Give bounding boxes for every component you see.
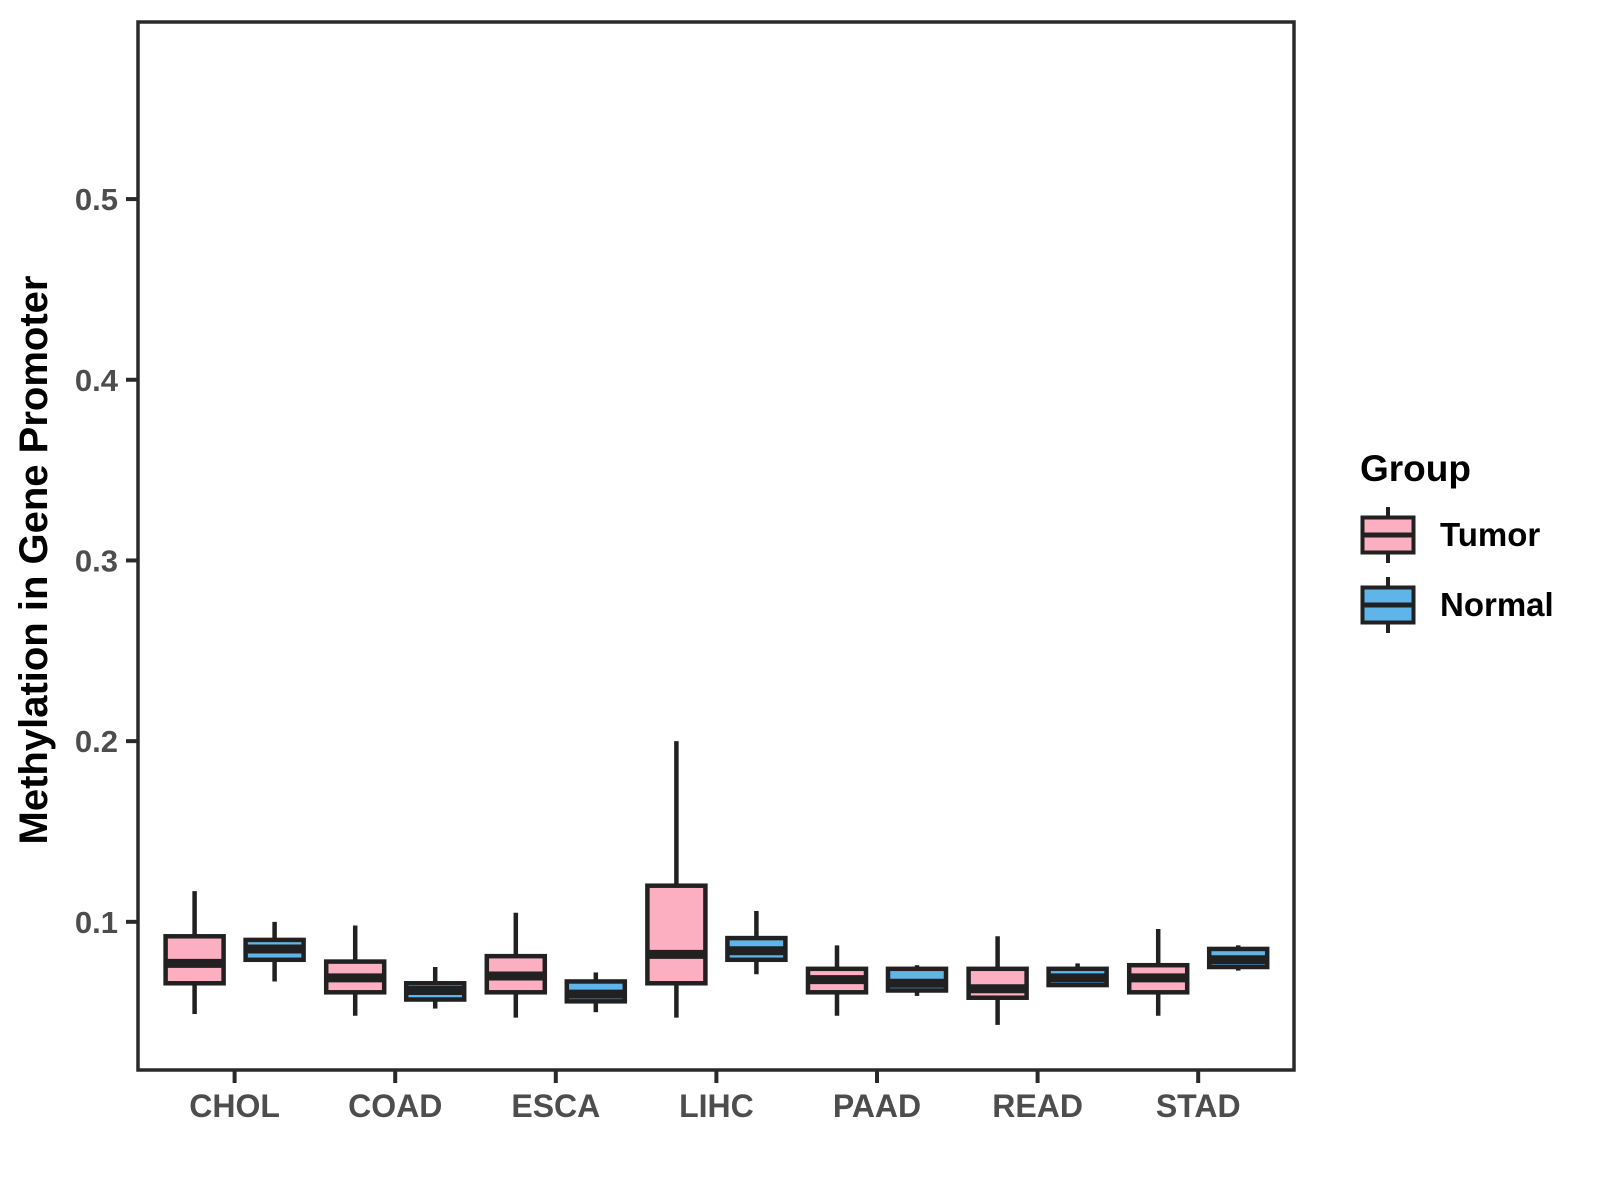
box-tumor-LIHC — [645, 741, 708, 1018]
legend: Group Tumor Normal — [1360, 448, 1554, 646]
box-tumor-STAD — [1126, 929, 1190, 1016]
legend-label-normal: Normal — [1440, 586, 1554, 623]
x-category-label: PAAD — [833, 1088, 921, 1124]
box-normal-CHOL — [243, 921, 306, 982]
y-tick-label: 0.3 — [75, 543, 118, 578]
iqr-box — [645, 883, 708, 986]
box-tumor-READ — [966, 936, 1029, 1025]
x-category-label: READ — [992, 1088, 1083, 1124]
x-category-label: COAD — [348, 1088, 442, 1124]
y-tick-label: 0.1 — [75, 905, 118, 940]
normal-boxplot-key-icon — [1360, 577, 1416, 633]
box-tumor-ESCA — [484, 912, 548, 1018]
legend-label-tumor: Tumor — [1440, 516, 1541, 553]
x-category-label: ESCA — [511, 1088, 600, 1124]
y-tick-label: 0.4 — [75, 363, 119, 398]
y-tick-label: 0.2 — [75, 724, 118, 759]
legend-title: Group — [1360, 448, 1471, 489]
iqr-box — [966, 966, 1029, 1000]
box-normal-PAAD — [885, 965, 949, 996]
box-tumor-COAD — [323, 925, 387, 1016]
box-normal-READ — [1046, 963, 1109, 988]
legend-entry-tumor: Tumor — [1360, 506, 1554, 564]
panel-border — [136, 20, 1296, 1072]
y-tick-label: 0.5 — [75, 182, 118, 217]
box-tumor-CHOL — [163, 891, 226, 1014]
x-category-label: LIHC — [679, 1088, 754, 1124]
tumor-boxplot-key-icon — [1360, 507, 1416, 563]
box-normal-ESCA — [564, 972, 628, 1013]
x-category-label: CHOL — [189, 1088, 280, 1124]
x-category-label: STAD — [1156, 1088, 1241, 1124]
box-normal-LIHC — [725, 910, 788, 975]
y-axis-title: Methylation in Gene Promoter — [12, 275, 56, 845]
box-normal-STAD — [1206, 945, 1270, 971]
box-normal-COAD — [403, 967, 467, 1009]
box-tumor-PAAD — [805, 945, 869, 1016]
legend-entry-normal: Normal — [1360, 576, 1554, 634]
